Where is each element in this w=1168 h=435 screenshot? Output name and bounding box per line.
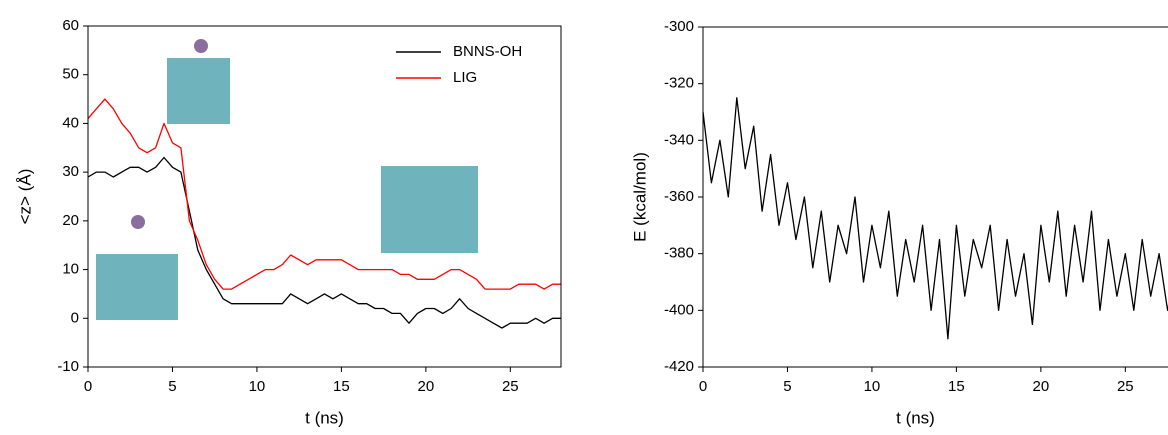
y-tick-label: -360 xyxy=(664,188,694,205)
x-tick-label: 5 xyxy=(783,378,791,395)
y-tick-label: -400 xyxy=(664,301,694,318)
surface-image xyxy=(381,166,478,253)
surface-image xyxy=(96,254,178,320)
y-tick-label: 0 xyxy=(71,309,79,326)
inset-images xyxy=(96,39,478,320)
y-tick-label: -300 xyxy=(664,18,694,35)
x-axis-title: t (ns) xyxy=(305,408,344,427)
molecule-image xyxy=(131,215,145,229)
x-axis-title: t (ns) xyxy=(896,408,935,427)
x-tick-label: 20 xyxy=(1033,378,1050,395)
x-tick-label: 10 xyxy=(249,378,266,395)
molecule-image xyxy=(194,39,208,53)
legend-label: BNNS-OH xyxy=(453,43,522,60)
y-tick-label: 20 xyxy=(62,212,79,229)
x-tick-label: 25 xyxy=(1117,378,1134,395)
x-tick-label: 0 xyxy=(699,378,707,395)
data-line xyxy=(702,97,1168,340)
y-tick-label: -340 xyxy=(664,131,694,148)
y-tick-label: -320 xyxy=(664,75,694,92)
y-tick-label: 50 xyxy=(62,66,79,83)
y-tick-label: 40 xyxy=(62,114,79,131)
y-tick-label: -380 xyxy=(664,245,694,262)
x-tick-label: 15 xyxy=(948,378,965,395)
y-tick-label: 10 xyxy=(62,261,79,278)
y-tick-label: -10 xyxy=(57,358,79,375)
data-line xyxy=(87,98,561,290)
x-tick-label: 0 xyxy=(84,378,92,395)
data-line xyxy=(87,156,561,329)
x-tick-label: 10 xyxy=(864,378,881,395)
y-tick-label: 60 xyxy=(62,17,79,34)
surface-image xyxy=(167,58,230,124)
legend-label: LIG xyxy=(453,69,477,86)
x-tick-label: 5 xyxy=(168,378,176,395)
chart: 0 5 10 15 20 25 -10 0 10 20 30 40 50 60 t (ns) <z> (Å) B… xyxy=(15,17,562,427)
plot-frame xyxy=(87,25,562,368)
plot-frame xyxy=(702,26,1168,368)
chart: 0 5 10 15 20 25 -420 -400 -380 -360 -340 -320 -300 t … xyxy=(630,18,1168,427)
x-tick-label: 25 xyxy=(502,378,519,395)
y-tick-label: -420 xyxy=(664,358,694,375)
x-tick-label: 20 xyxy=(418,378,435,395)
y-axis-title: E (kcal/mol) xyxy=(630,152,649,242)
y-axis-title: <z> (Å) xyxy=(15,169,34,225)
x-tick-label: 15 xyxy=(333,378,350,395)
y-tick-label: 30 xyxy=(62,163,79,180)
